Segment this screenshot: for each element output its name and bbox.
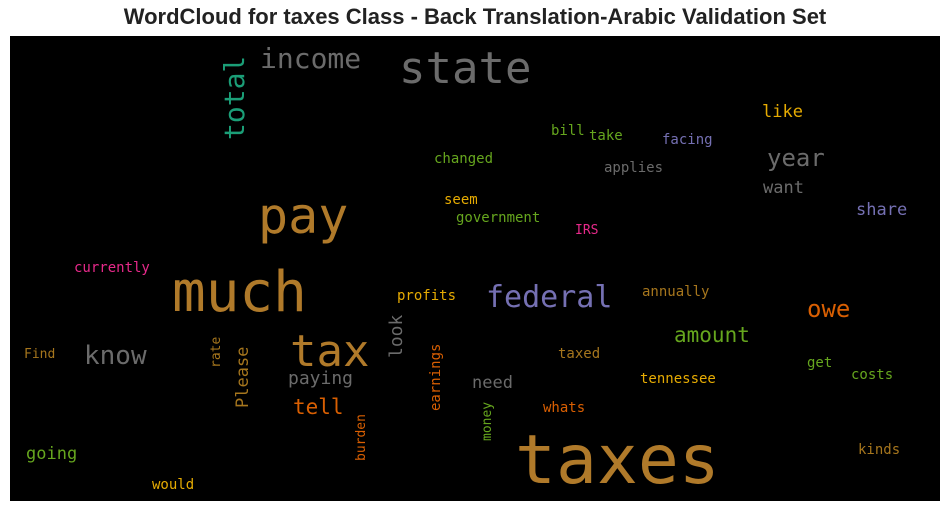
word-find: Find [24,347,55,362]
word-money: money [480,402,495,441]
word-paying: paying [288,368,353,389]
word-burden: burden [354,414,369,461]
word-share: share [856,200,907,220]
word-pay: pay [258,187,348,245]
word-profits: profits [397,288,456,304]
word-would: would [152,477,194,493]
word-know: know [84,341,147,371]
word-amount: amount [674,323,750,347]
word-get: get [807,355,832,371]
word-taxed: taxed [558,346,600,362]
word-look: look [386,314,407,358]
word-seem: seem [444,192,478,208]
word-whats: whats [543,400,585,416]
word-irs: IRS [575,223,598,238]
word-facing: facing [662,132,713,148]
word-taxes: taxes [515,421,720,500]
word-government: government [456,210,540,226]
word-please: Please [233,347,253,408]
word-applies: applies [604,160,663,176]
word-federal: federal [486,280,612,315]
word-want: want [763,178,804,198]
word-going: going [26,444,77,464]
word-kinds: kinds [858,442,900,458]
word-total: total [218,56,251,140]
word-owe: owe [807,295,850,323]
word-year: year [767,144,825,172]
chart-title: WordCloud for taxes Class - Back Transla… [123,4,827,29]
word-income: income [260,42,361,75]
word-like: like [762,102,803,122]
word-take: take [589,128,623,144]
word-rate: rate [209,337,224,368]
word-state: state [399,43,531,94]
word-bill: bill [551,123,585,139]
word-tell: tell [293,395,344,419]
word-cloud-canvas: taxes much state pay tax federal income total kn… [24,42,907,500]
word-much: much [172,260,307,325]
word-annually: annually [642,284,709,300]
word-need: need [472,373,513,393]
word-tennessee: tennessee [640,371,716,387]
word-currently: currently [74,260,150,276]
word-costs: costs [851,367,893,383]
word-cloud: taxes much state pay tax federal income total kn… [10,36,940,501]
word-earnings: earnings [428,344,444,411]
word-changed: changed [434,151,493,167]
word-tax: tax [290,326,369,377]
